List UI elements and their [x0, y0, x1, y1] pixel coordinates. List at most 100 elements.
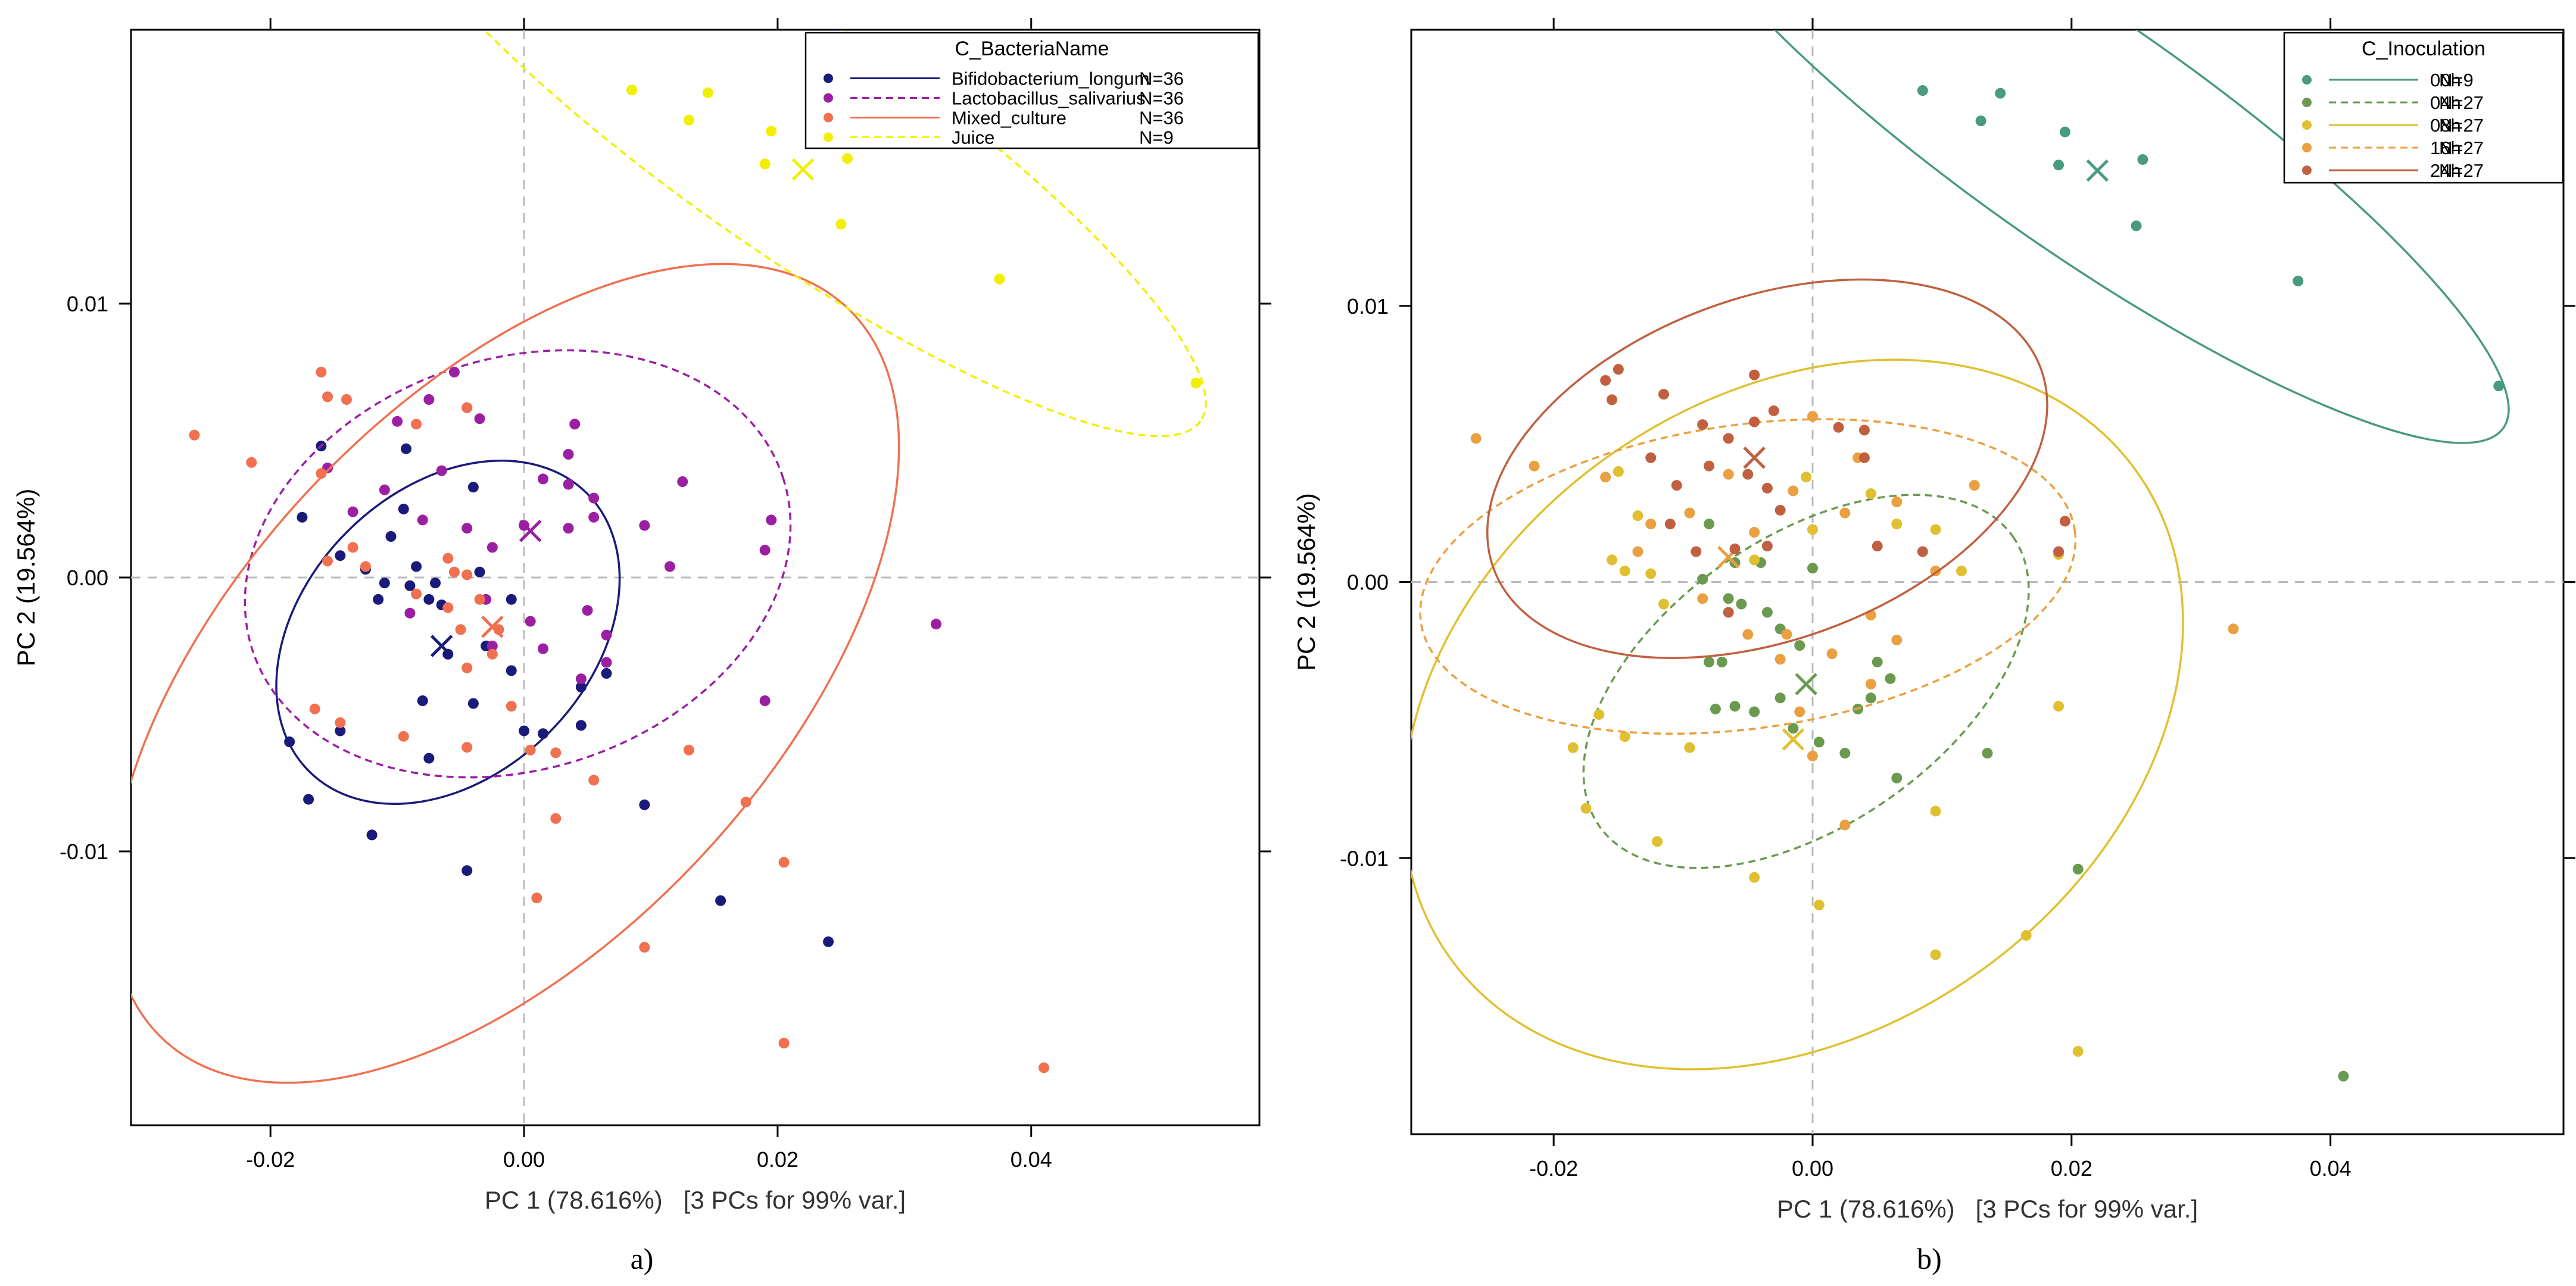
data-point: [1658, 598, 1669, 610]
data-point: [474, 594, 485, 605]
data-point: [461, 569, 473, 580]
data-point: [1865, 488, 1876, 500]
data-point: [537, 728, 548, 739]
data-point: [1768, 405, 1779, 416]
data-point: [347, 506, 358, 517]
data-point: [1813, 736, 1825, 748]
data-point: [1723, 433, 1734, 444]
legend-label: 04h: [2430, 92, 2461, 113]
data-point: [423, 594, 435, 605]
data-point: [1858, 424, 1870, 436]
centroid-marker: [1743, 447, 1766, 469]
data-point: [309, 703, 320, 714]
data-point: [404, 607, 416, 619]
data-point: [1995, 88, 2006, 99]
data-point: [398, 504, 409, 514]
panel-a: -0.02 0.00 0.02 0.04 0.01 0.00 -0.01 PC 1 (78.6…: [12, 18, 1271, 1214]
data-point: [322, 555, 333, 567]
legend: C_Inoculation00hN=904hN=2708hN=2716hN=27…: [2283, 32, 2564, 184]
data-point: [1704, 460, 1715, 472]
data-point: [519, 725, 530, 736]
x-axis-label: PC 1 (78.616%) [3 PCs for 99% var.]: [485, 1186, 906, 1214]
y-tick-label: -0.01: [60, 839, 108, 864]
data-point: [531, 892, 542, 904]
data-point: [417, 695, 428, 706]
legend-label: 16h: [2430, 138, 2461, 158]
data-point: [461, 865, 473, 876]
legend-label: 00h: [2430, 70, 2461, 90]
data-point: [1632, 510, 1643, 522]
data-point: [322, 391, 333, 402]
data-point: [1826, 648, 1838, 660]
data-point: [2338, 1070, 2349, 1082]
data-point: [601, 668, 612, 679]
data-point: [1613, 466, 1624, 477]
data-point: [335, 550, 346, 561]
legend-count: N=36: [1139, 108, 1184, 129]
data-point: [506, 665, 517, 676]
data-point: [2493, 380, 2505, 392]
x-tick-label: 0.04: [2310, 1156, 2352, 1181]
data-point: [1807, 750, 1818, 761]
data-point: [778, 1038, 790, 1048]
data-point: [1567, 742, 1579, 753]
legend-box: [2283, 32, 2564, 184]
x-axis-label: PC 1 (78.616%) [3 PCs for 99% var.]: [1777, 1195, 2198, 1223]
data-point: [766, 126, 777, 137]
data-point: [601, 657, 612, 668]
y-tick-label: 0.00: [67, 566, 108, 590]
data-point: [1684, 742, 1695, 753]
data-point: [1697, 573, 1708, 585]
plot-area: [1411, 30, 2510, 1082]
data-point: [1684, 507, 1695, 519]
data-point: [360, 561, 371, 572]
centroid-marker: [1795, 673, 1817, 695]
data-point: [411, 588, 422, 600]
data-point: [474, 413, 485, 424]
data-point: [2137, 154, 2148, 165]
centroid-marker: [791, 158, 815, 181]
data-point: [1749, 416, 1760, 427]
data-point: [1723, 469, 1734, 480]
data-point: [2072, 1045, 2084, 1057]
data-point: [1600, 374, 1611, 386]
series-Bifidobacterium_longum: [275, 441, 834, 947]
data-point: [347, 542, 358, 553]
data-point: [582, 605, 593, 616]
data-point: [683, 114, 694, 126]
data-point: [297, 511, 308, 523]
y-tick-label: 0.01: [67, 292, 108, 316]
data-point: [189, 429, 200, 441]
data-point: [1749, 706, 1760, 717]
data-point: [2059, 516, 2070, 527]
caption-a: a): [630, 1242, 654, 1275]
legend-label: 24h: [2430, 160, 2461, 181]
data-point: [398, 731, 409, 742]
data-point: [1807, 524, 1818, 535]
centroid-stroke: [1743, 447, 1766, 469]
data-point: [1749, 872, 1760, 883]
data-point: [588, 511, 600, 523]
legend-title: C_Inoculation: [2362, 38, 2485, 60]
data-point: [1645, 519, 1657, 530]
centroid-marker: [519, 520, 542, 542]
data-point: [1982, 748, 1993, 759]
data-point: [1917, 546, 1928, 557]
x-tick-label: -0.02: [246, 1147, 295, 1172]
data-point: [740, 797, 751, 808]
data-point: [2059, 126, 2070, 138]
data-point: [1813, 900, 1825, 911]
data-point: [1671, 480, 1682, 491]
data-point: [341, 394, 352, 405]
data-point: [575, 720, 587, 731]
data-point: [1619, 565, 1630, 576]
data-point: [525, 616, 536, 627]
data-point: [284, 736, 295, 747]
data-point: [461, 662, 473, 673]
x-tick-label: 0.00: [1792, 1156, 1833, 1181]
data-point: [1761, 541, 1773, 552]
panel-b: -0.02 0.00 0.02 0.04 0.01 0.00 -0.01 PC 1 (78.6…: [1292, 18, 2575, 1223]
data-point: [1729, 701, 1741, 712]
data-point: [1632, 546, 1643, 557]
